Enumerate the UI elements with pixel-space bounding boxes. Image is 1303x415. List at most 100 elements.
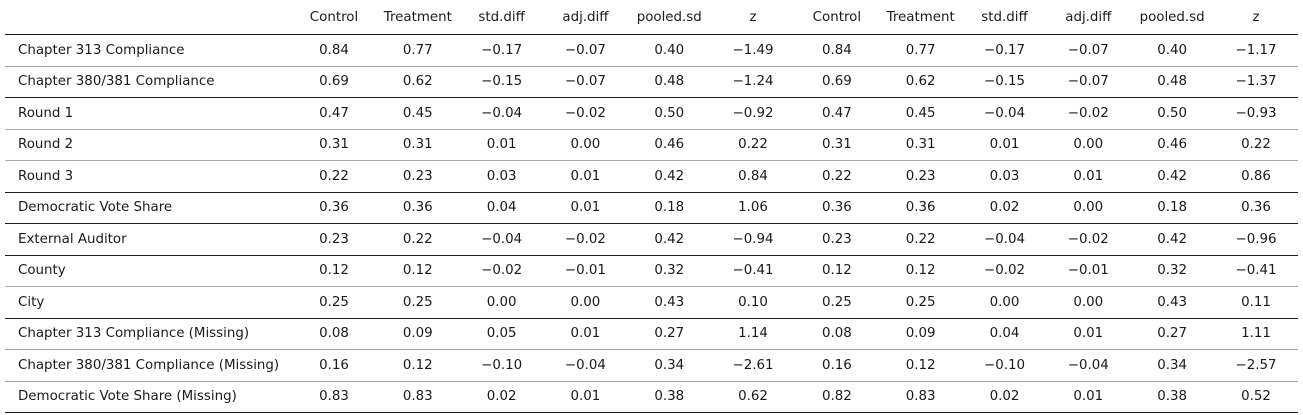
value-cell: 0.84 (292, 34, 376, 67)
value-cell: 0.22 (794, 160, 879, 193)
row-label: Round 3 (5, 160, 293, 193)
header-label-cell (5, 0, 293, 35)
row-label: Chapter 313 Compliance (5, 34, 293, 67)
value-cell: 0.36 (794, 192, 879, 224)
value-cell: 0.69 (794, 66, 879, 98)
row-label: Chapter 380/381 Compliance (Missing) (5, 349, 293, 382)
value-cell: −0.15 (459, 66, 544, 98)
value-cell: 0.83 (292, 381, 376, 413)
value-cell: −0.02 (543, 97, 628, 130)
value-cell: −2.61 (711, 349, 795, 382)
value-cell: −0.15 (962, 66, 1047, 98)
value-cell: 0.46 (627, 129, 712, 161)
row-label: Democratic Vote Share (5, 192, 293, 224)
row-label: Democratic Vote Share (Missing) (5, 381, 293, 413)
table-row: Chapter 313 Compliance (Missing) 0.08 0.09… (5, 318, 1298, 350)
value-cell: 0.36 (1214, 192, 1298, 224)
value-cell: −2.57 (1214, 349, 1298, 382)
value-cell: 0.31 (292, 129, 376, 161)
table-row: Democratic Vote Share 0.36 0.36 0.04 0.01 0.1… (5, 192, 1298, 224)
value-cell: 0.27 (1130, 318, 1215, 350)
header-adj-diff-1: adj.diff (543, 0, 628, 35)
value-cell: 0.47 (292, 97, 376, 130)
row-label: Chapter 380/381 Compliance (5, 66, 293, 98)
value-cell: 0.50 (1130, 97, 1215, 130)
header-z-1: z (711, 0, 795, 35)
value-cell: 0.22 (878, 223, 963, 256)
value-cell: 0.16 (794, 349, 879, 382)
value-cell: 0.12 (794, 255, 879, 287)
balance-table: Control Treatment std.diff adj.diff pool… (5, 0, 1298, 413)
value-cell: −0.41 (1214, 255, 1298, 287)
value-cell: 0.09 (375, 318, 460, 350)
value-cell: −0.07 (1046, 34, 1131, 67)
value-cell: 0.03 (459, 160, 544, 193)
value-cell: 0.02 (962, 381, 1047, 413)
value-cell: 0.23 (375, 160, 460, 193)
value-cell: 0.10 (711, 286, 795, 319)
value-cell: −0.04 (543, 349, 628, 382)
value-cell: −0.07 (1046, 66, 1131, 98)
value-cell: 1.06 (711, 192, 795, 224)
value-cell: 0.46 (1130, 129, 1215, 161)
value-cell: 0.04 (962, 318, 1047, 350)
value-cell: −0.02 (1046, 223, 1131, 256)
row-label: City (5, 286, 293, 319)
value-cell: 0.22 (1214, 129, 1298, 161)
value-cell: 0.45 (878, 97, 963, 130)
value-cell: 0.36 (375, 192, 460, 224)
table-row: External Auditor 0.23 0.22 −0.04 −0.02 0.42 −0… (5, 223, 1298, 256)
value-cell: −0.02 (1046, 97, 1131, 130)
value-cell: 0.83 (375, 381, 460, 413)
value-cell: 0.25 (292, 286, 376, 319)
value-cell: 0.22 (375, 223, 460, 256)
value-cell: −0.17 (459, 34, 544, 67)
value-cell: 0.00 (1046, 129, 1131, 161)
value-cell: −0.02 (962, 255, 1047, 287)
value-cell: 0.12 (292, 255, 376, 287)
value-cell: −0.02 (543, 223, 628, 256)
table-row: Chapter 313 Compliance 0.84 0.77 −0.17 −0.07… (5, 34, 1298, 67)
value-cell: −0.93 (1214, 97, 1298, 130)
value-cell: 0.23 (292, 223, 376, 256)
row-label: Round 2 (5, 129, 293, 161)
value-cell: 0.42 (1130, 160, 1215, 193)
value-cell: 0.83 (878, 381, 963, 413)
value-cell: 0.45 (375, 97, 460, 130)
value-cell: 0.32 (1130, 255, 1215, 287)
value-cell: 0.25 (794, 286, 879, 319)
value-cell: −0.94 (711, 223, 795, 256)
header-z-2: z (1214, 0, 1298, 35)
value-cell: 0.18 (1130, 192, 1215, 224)
value-cell: −0.04 (459, 97, 544, 130)
value-cell: 0.43 (1130, 286, 1215, 319)
value-cell: −0.04 (459, 223, 544, 256)
value-cell: 0.00 (543, 286, 628, 319)
row-label: Round 1 (5, 97, 293, 130)
header-control-1: Control (292, 0, 376, 35)
value-cell: 0.47 (794, 97, 879, 130)
row-label: Chapter 313 Compliance (Missing) (5, 318, 293, 350)
value-cell: 0.02 (459, 381, 544, 413)
value-cell: 0.62 (878, 66, 963, 98)
value-cell: 0.02 (962, 192, 1047, 224)
table-row: Round 3 0.22 0.23 0.03 0.01 0.42 0.84 0.22 0.23 0… (5, 160, 1298, 193)
header-row: Control Treatment std.diff adj.diff pool… (5, 0, 1298, 35)
value-cell: 0.12 (878, 349, 963, 382)
value-cell: 0.86 (1214, 160, 1298, 193)
value-cell: 0.84 (711, 160, 795, 193)
header-std-diff-1: std.diff (459, 0, 544, 35)
value-cell: 0.48 (627, 66, 712, 98)
value-cell: 0.22 (711, 129, 795, 161)
value-cell: 0.77 (878, 34, 963, 67)
value-cell: 0.42 (1130, 223, 1215, 256)
value-cell: 0.40 (1130, 34, 1215, 67)
value-cell: −0.10 (459, 349, 544, 382)
header-pooled-sd-1: pooled.sd (627, 0, 712, 35)
value-cell: 0.00 (1046, 192, 1131, 224)
value-cell: 0.36 (292, 192, 376, 224)
value-cell: 0.31 (794, 129, 879, 161)
value-cell: 0.04 (459, 192, 544, 224)
value-cell: −1.37 (1214, 66, 1298, 98)
value-cell: 0.23 (878, 160, 963, 193)
